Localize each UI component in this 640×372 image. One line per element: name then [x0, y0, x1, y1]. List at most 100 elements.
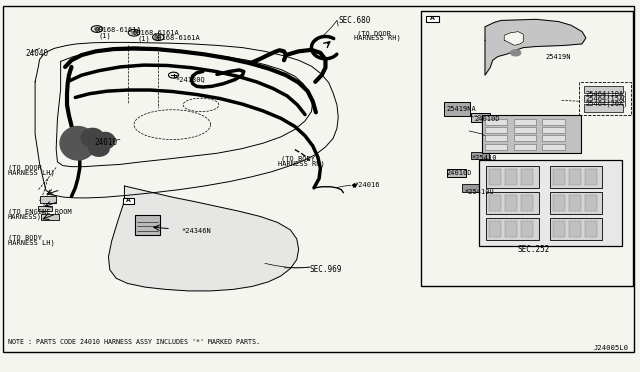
Text: (TO DOOR: (TO DOOR	[8, 165, 42, 171]
Bar	[506, 195, 517, 211]
Bar	[585, 195, 596, 211]
Bar	[543, 144, 564, 150]
Bar	[585, 221, 596, 237]
Bar	[506, 169, 517, 185]
Bar	[40, 196, 56, 203]
Bar	[584, 104, 623, 112]
Text: (TO ENGINE ROOM: (TO ENGINE ROOM	[8, 209, 72, 215]
Bar	[550, 166, 602, 188]
Bar	[514, 127, 536, 133]
Bar	[584, 86, 623, 93]
Text: 24010: 24010	[95, 138, 118, 147]
Bar	[447, 169, 466, 177]
Bar	[38, 206, 52, 211]
Bar	[514, 119, 536, 125]
Bar	[522, 169, 533, 185]
Text: 25464(10A): 25464(10A)	[586, 90, 628, 97]
Bar	[514, 135, 536, 141]
Bar	[554, 169, 564, 185]
Circle shape	[131, 31, 136, 34]
Text: (TO DOOR: (TO DOOR	[357, 30, 392, 37]
Text: 24010D: 24010D	[474, 116, 500, 122]
Polygon shape	[109, 186, 299, 291]
Text: (TO BODY: (TO BODY	[281, 155, 315, 162]
Text: 25419N: 25419N	[546, 54, 571, 60]
Circle shape	[511, 50, 521, 56]
Text: 0B168-6161A: 0B168-6161A	[132, 31, 179, 36]
Text: HARNESS): HARNESS)	[8, 214, 42, 220]
Bar	[569, 221, 580, 237]
Bar	[490, 169, 501, 185]
Bar	[485, 119, 508, 125]
Text: SEC.680: SEC.680	[338, 16, 371, 25]
Bar	[135, 215, 159, 235]
Circle shape	[95, 28, 100, 31]
Text: 24040: 24040	[26, 49, 49, 58]
Text: *24346N: *24346N	[182, 228, 212, 234]
Bar	[485, 135, 508, 141]
Text: HARNESS LH): HARNESS LH)	[8, 240, 54, 246]
Polygon shape	[96, 132, 115, 149]
Bar	[485, 127, 508, 133]
Bar	[514, 144, 536, 150]
Text: A: A	[430, 16, 435, 22]
Polygon shape	[81, 128, 104, 147]
Bar	[550, 192, 602, 214]
Bar	[543, 119, 564, 125]
Text: HARNESS LH): HARNESS LH)	[8, 170, 54, 176]
Bar	[485, 144, 508, 150]
Bar	[421, 11, 633, 286]
Bar	[543, 127, 564, 133]
Text: 25419NA: 25419NA	[447, 106, 476, 112]
Text: (1): (1)	[137, 36, 150, 42]
Bar	[554, 195, 564, 211]
Text: HARNESS RH): HARNESS RH)	[278, 160, 324, 167]
Bar	[543, 135, 564, 141]
Text: J24005L0: J24005L0	[593, 345, 628, 351]
Bar	[471, 113, 490, 122]
Text: 25464(15A): 25464(15A)	[586, 95, 628, 102]
Bar	[490, 221, 501, 237]
Bar	[506, 221, 517, 237]
Bar	[444, 102, 470, 116]
Bar	[522, 221, 533, 237]
Bar	[471, 152, 489, 159]
Text: (1): (1)	[99, 32, 111, 39]
Text: HARNESS RH): HARNESS RH)	[354, 35, 401, 41]
Text: 0B168-6161A: 0B168-6161A	[153, 35, 200, 41]
Polygon shape	[485, 19, 586, 75]
Bar	[550, 218, 602, 240]
Bar	[479, 160, 622, 246]
Bar	[122, 198, 134, 204]
Bar	[579, 82, 630, 115]
Text: SEC.969: SEC.969	[310, 265, 342, 274]
Bar	[42, 214, 60, 220]
Bar	[490, 195, 501, 211]
Text: *25410U: *25410U	[465, 189, 494, 195]
Text: *24130Q: *24130Q	[175, 76, 205, 82]
Polygon shape	[60, 126, 96, 160]
Bar	[486, 192, 539, 214]
Bar	[462, 184, 480, 192]
Text: SEC.252: SEC.252	[518, 246, 550, 254]
Text: 25464(20A): 25464(20A)	[586, 100, 628, 107]
Bar	[585, 169, 596, 185]
Text: *24016: *24016	[354, 182, 380, 188]
Text: (TO BODY: (TO BODY	[8, 235, 42, 241]
Bar	[486, 218, 539, 240]
Bar	[426, 16, 439, 22]
Text: 24010D: 24010D	[447, 170, 472, 176]
Circle shape	[156, 36, 161, 39]
Text: NOTE : PARTS CODE 24010 HARNESS ASSY INCLUDES '*' MARKED PARTS.: NOTE : PARTS CODE 24010 HARNESS ASSY INC…	[8, 339, 260, 345]
Bar	[569, 169, 580, 185]
Text: 0B168-6161A: 0B168-6161A	[95, 27, 141, 33]
Polygon shape	[89, 141, 109, 156]
Bar	[482, 115, 580, 153]
Bar	[486, 166, 539, 188]
Bar	[584, 95, 623, 102]
Text: A: A	[126, 198, 131, 203]
Polygon shape	[504, 32, 524, 45]
Bar	[569, 195, 580, 211]
Text: *25410: *25410	[471, 155, 497, 161]
Bar	[522, 195, 533, 211]
